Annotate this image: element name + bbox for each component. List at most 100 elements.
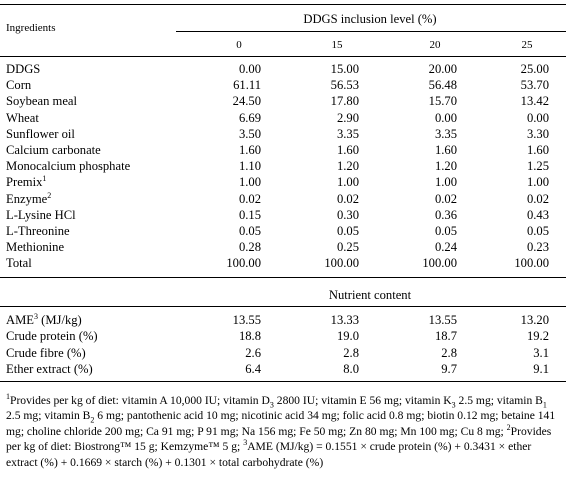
ingredient-row-value: 3.30	[526, 126, 549, 141]
ingredient-row-value: 0.05	[434, 224, 457, 238]
ingredient-row-label: Premix1	[6, 174, 47, 190]
ingredient-row-name: Monocalcium phosphate	[6, 159, 131, 174]
ingredient-row-value: 0.02	[434, 191, 457, 206]
ingredient-row-value: 0.02	[238, 191, 261, 206]
ingredient-row-value: 100.00	[226, 256, 261, 271]
ingredient-row-value: 0.36	[434, 207, 457, 222]
footnote-text-5: 6 mg; pantothenic acid 10 mg; nicotinic …	[6, 409, 556, 438]
ingredient-row-name: Corn	[6, 78, 32, 93]
nutrient-row-name: AME	[6, 313, 34, 327]
ingredient-row-value: 1.00	[336, 175, 359, 190]
nutrient-row-value: 2.8	[343, 345, 359, 360]
nutrient-header-rule	[0, 306, 566, 307]
nutrient-row-value: 19.2	[526, 329, 549, 344]
ingredient-row-value: 0.25	[336, 240, 359, 255]
ingredient-row-name: Soybean meal	[6, 94, 77, 109]
ingredient-row-value: 0.02	[336, 191, 359, 206]
footnote-mark-3: 3	[243, 438, 248, 448]
footnote-text-7: AME (MJ/kg) = 0.1551 × crude protein (%)…	[6, 440, 532, 469]
nutrient-row-value: 3.1	[533, 345, 549, 360]
ingredient-row-value: 0.23	[526, 240, 549, 255]
footnote-text-1: Provides per kg of diet: vitamin A 10,00…	[10, 394, 270, 407]
ingredient-row-value: 6.69	[238, 110, 261, 125]
ingredient-row-value: 24.50	[232, 94, 261, 109]
footnote-text-4: 2.5 mg; vitamin B	[6, 409, 91, 423]
ingredient-row-value: 56.48	[428, 78, 457, 93]
ingredient-row-value: 1.25	[526, 159, 549, 174]
footnote-sub-b2: 2	[90, 415, 95, 425]
ingredient-row-label: Calcium carbonate	[6, 143, 101, 157]
ingredient-row-value: 2.90	[336, 110, 359, 125]
nutrient-row-value: 18.8	[238, 329, 261, 344]
ingredient-row-footnote-mark: 1	[42, 174, 47, 184]
ingredient-row-name: Sunflower oil	[6, 126, 75, 141]
ingredient-row-value: 0.24	[434, 240, 457, 255]
ingredient-row-value: 56.53	[330, 78, 359, 93]
ingredient-row-label: L-Threonine	[6, 224, 70, 238]
ingredient-row-label: DDGS	[6, 62, 40, 76]
nutrient-row-label: Crude fibre (%)	[6, 346, 86, 360]
nutrient-row-value: 13.55	[232, 313, 261, 327]
nutrient-row-footnote-mark: 3	[34, 311, 38, 321]
ingredient-row-value: 1.20	[434, 159, 457, 174]
group-header-rule	[176, 31, 566, 32]
ingredient-row-value: 3.35	[434, 126, 457, 141]
footnote-mark-1: 1	[6, 392, 10, 402]
ddgs-inclusion-header: DDGS inclusion level (%)	[303, 12, 437, 26]
ingredient-row-footnote-mark: 2	[47, 190, 52, 200]
ingredient-row-label: Sunflower oil	[6, 127, 75, 141]
ingredient-row-value: 1.60	[434, 143, 457, 157]
ingredient-row-name: Premix	[6, 175, 43, 190]
ingredient-row-value: 1.60	[238, 143, 261, 157]
footnote-sub-d3: 3	[269, 400, 274, 410]
ingredient-row-value: 1.00	[238, 175, 261, 190]
ingredient-row-name: L-Threonine	[6, 224, 70, 238]
nutrient-row-value: 19.0	[336, 329, 359, 344]
ingredient-row-label: Monocalcium phosphate	[6, 159, 130, 173]
ingredient-row-value: 0.00	[238, 62, 261, 76]
ingredient-row-label: Corn	[6, 78, 31, 92]
nutrient-top-rule	[0, 277, 566, 278]
ingredient-row-label: Soybean meal	[6, 94, 77, 108]
ingredient-row-value: 3.50	[238, 126, 261, 141]
top-rule	[0, 4, 566, 5]
nutrient-row-unit: (MJ/kg)	[38, 313, 82, 327]
ingredient-row-value: 0.05	[526, 224, 549, 238]
ingredient-row-value: 0.30	[336, 207, 359, 222]
footnote-sub-b1: 1	[542, 400, 547, 410]
ingredient-row-value: 15.00	[330, 62, 359, 76]
nutrient-row-label: Ether extract (%)	[6, 362, 93, 376]
ingredient-row-value: 1.60	[526, 143, 549, 157]
ingredient-row-value: 0.05	[238, 224, 261, 238]
ingredient-row-value: 0.05	[336, 224, 359, 238]
nutrient-row-value: 13.33	[330, 313, 359, 327]
level-header-2: 20	[429, 39, 441, 51]
ingredient-row-value: 1.60	[336, 143, 359, 157]
footnote-text-3: 2.5 mg; vitamin B	[455, 394, 543, 407]
nutrient-row-label: AME3 (MJ/kg)	[6, 311, 82, 327]
ingredient-row-value: 15.70	[428, 94, 457, 109]
ingredient-row-label: Enzyme2	[6, 190, 52, 206]
nutrient-content-header: Nutrient content	[328, 288, 412, 302]
ingredient-row-name: Wheat	[6, 110, 39, 125]
ingredients-header: Ingredients	[6, 22, 56, 34]
nutrient-row-value: 2.8	[441, 345, 457, 360]
footnote-text-6: Provides per kg of diet: Biostrong™ 15 g…	[6, 424, 552, 454]
ingredient-row-name: DDGS	[6, 62, 41, 76]
footnote-text-2: 2800 IU; vitamin E 56 mg; vitamin K	[273, 394, 452, 407]
nutrient-row-value: 13.20	[520, 313, 549, 327]
footnote-sub-k3: 3	[451, 400, 456, 410]
nutrient-row-value: 9.1	[533, 361, 549, 376]
ingredient-row-value: 0.02	[526, 191, 549, 206]
ingredient-row-value: 61.11	[233, 78, 261, 93]
ingredient-row-value: 0.00	[526, 110, 549, 125]
ingredient-row-value: 0.43	[526, 207, 549, 222]
ingredient-row-label: Total	[6, 256, 32, 270]
level-header-0: 0	[236, 39, 242, 51]
ingredient-row-value: 53.70	[520, 78, 549, 93]
ingredient-row-value: 25.00	[520, 62, 549, 76]
ingredient-row-name: Calcium carbonate	[6, 143, 101, 157]
ingredient-row-label: Methionine	[6, 240, 64, 254]
ingredient-row-name: Total	[6, 256, 32, 271]
ingredient-row-value: 20.00	[428, 62, 457, 76]
